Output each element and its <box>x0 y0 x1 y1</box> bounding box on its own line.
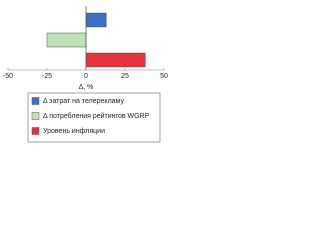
bar <box>85 12 107 28</box>
bar <box>46 32 87 48</box>
legend-swatch <box>31 97 40 105</box>
legend-swatch <box>31 112 40 120</box>
legend-label: Δ затрат на телерекламу <box>43 98 124 105</box>
legend-swatch <box>31 127 40 135</box>
x-tick-label: 50 <box>160 73 168 80</box>
x-tick-label: -25 <box>42 73 52 80</box>
x-axis-label: Δ, % <box>79 84 94 91</box>
x-tick-label: 25 <box>121 73 129 80</box>
x-tick-label: 0 <box>84 73 88 80</box>
legend-label: Δ потребления рейтингов WGRP <box>43 112 150 120</box>
legend-label: Уровень инфляции <box>43 128 105 135</box>
bar <box>85 52 146 68</box>
chart: Δ, % -50 -25 0 25 50 Δ затрат на телерекламу Δ… <box>3 6 168 143</box>
x-tick-label: -50 <box>3 73 13 80</box>
legend-box <box>27 92 161 143</box>
